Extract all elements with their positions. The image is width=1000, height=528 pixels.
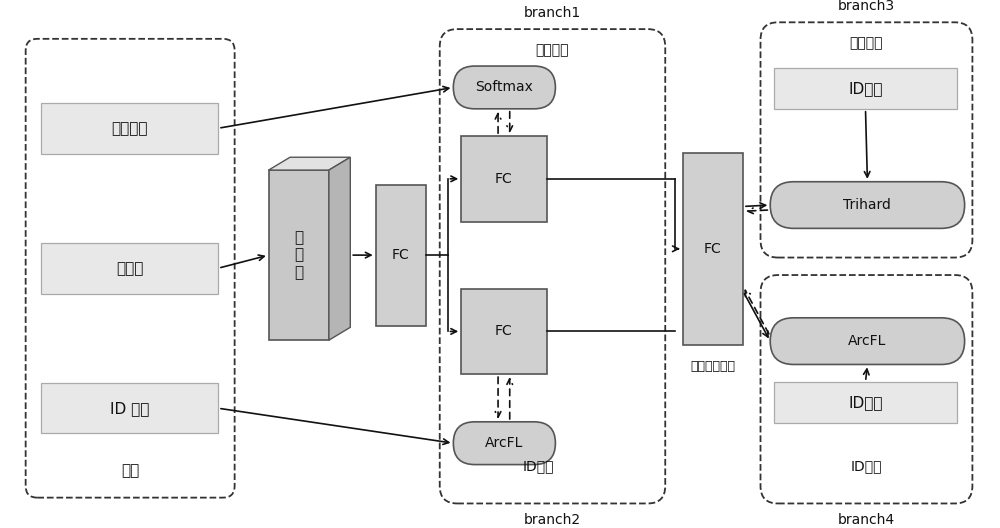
Text: branch1: branch1 (524, 6, 581, 20)
Text: FC: FC (495, 324, 513, 338)
Text: FC: FC (392, 248, 410, 262)
Text: 网络输出特征: 网络输出特征 (690, 360, 735, 373)
Text: Trihard: Trihard (843, 198, 891, 212)
Polygon shape (269, 157, 350, 170)
Text: 属性标签: 属性标签 (111, 121, 148, 136)
FancyBboxPatch shape (770, 318, 965, 364)
FancyBboxPatch shape (774, 68, 957, 109)
Text: ID学习: ID学习 (522, 459, 554, 474)
Text: 输入: 输入 (121, 463, 139, 478)
FancyBboxPatch shape (453, 66, 555, 109)
FancyBboxPatch shape (683, 153, 743, 345)
FancyBboxPatch shape (269, 170, 329, 340)
FancyBboxPatch shape (461, 289, 547, 374)
FancyBboxPatch shape (774, 382, 957, 423)
Text: 卷
积
层: 卷 积 层 (294, 230, 303, 280)
Text: ArcFL: ArcFL (848, 334, 887, 348)
Text: ID标签: ID标签 (848, 395, 883, 410)
Text: 属性学习: 属性学习 (536, 43, 569, 58)
FancyBboxPatch shape (376, 185, 426, 326)
Text: FC: FC (495, 172, 513, 186)
FancyBboxPatch shape (461, 136, 547, 222)
Text: branch2: branch2 (524, 513, 581, 527)
FancyBboxPatch shape (453, 422, 555, 465)
Text: ID标签: ID标签 (848, 81, 883, 96)
Text: branch3: branch3 (838, 0, 895, 13)
Text: ID学习: ID学习 (851, 459, 882, 474)
Text: branch4: branch4 (838, 513, 895, 527)
FancyBboxPatch shape (41, 383, 218, 433)
Text: ArcFL: ArcFL (485, 436, 524, 450)
FancyBboxPatch shape (770, 182, 965, 229)
Text: FC: FC (704, 242, 722, 256)
Polygon shape (329, 157, 350, 340)
FancyBboxPatch shape (41, 243, 218, 294)
Text: Softmax: Softmax (475, 80, 533, 95)
FancyBboxPatch shape (41, 103, 218, 154)
Text: ID 标签: ID 标签 (110, 401, 149, 416)
Text: 样本集: 样本集 (116, 261, 143, 276)
Text: 度量学习: 度量学习 (850, 37, 883, 51)
